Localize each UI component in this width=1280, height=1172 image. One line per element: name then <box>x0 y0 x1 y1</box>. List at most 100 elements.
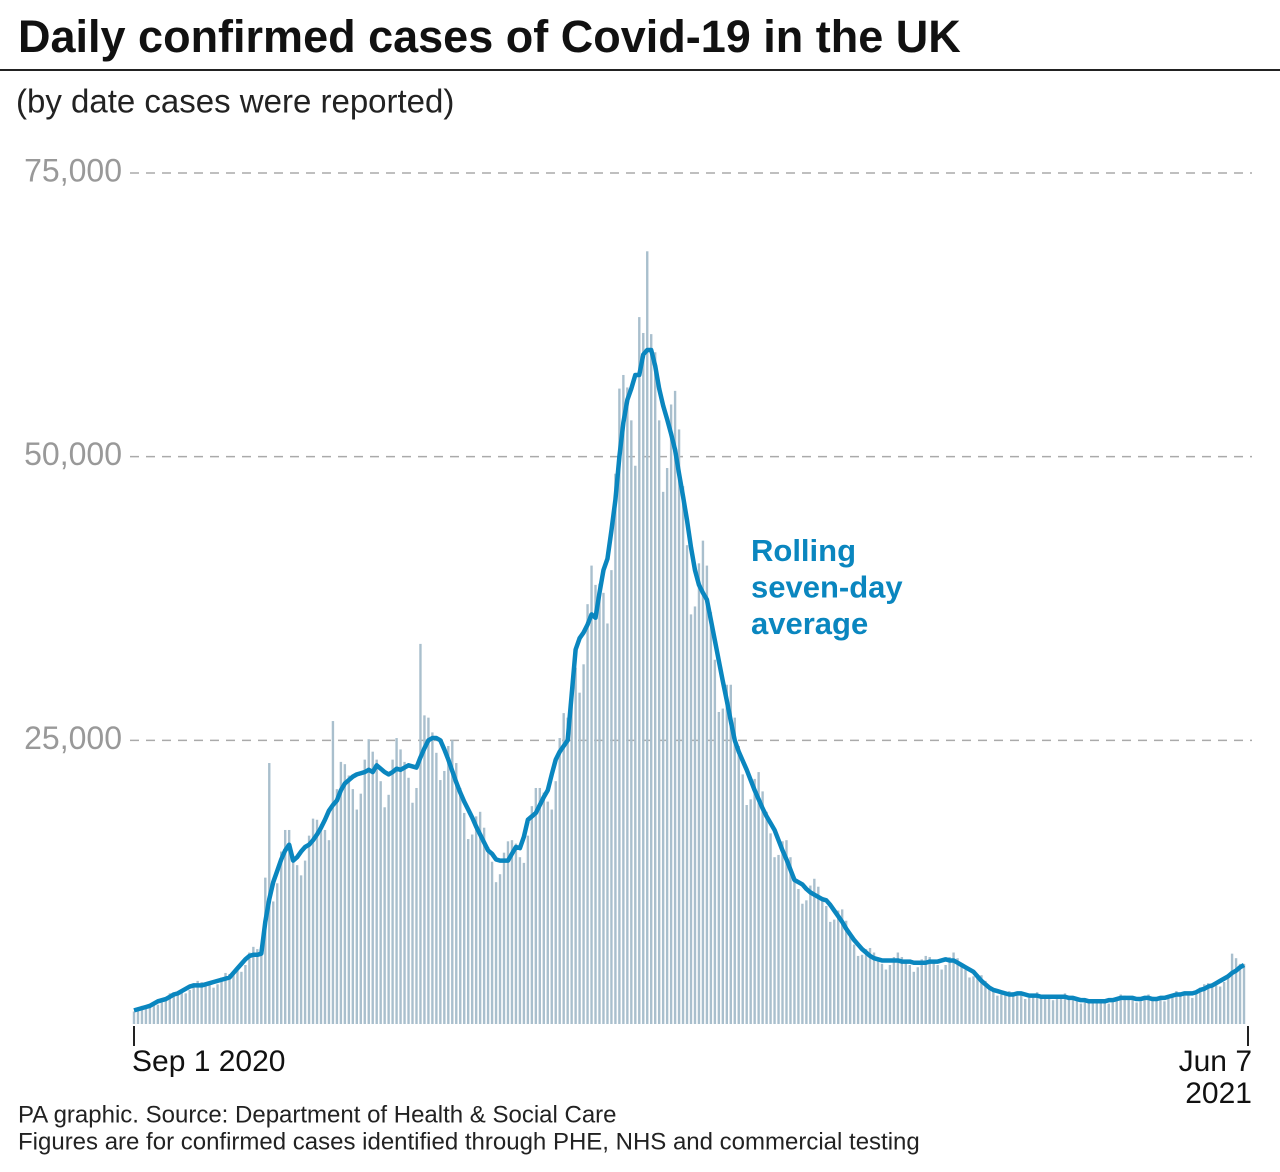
bar <box>1119 994 1122 1024</box>
bar <box>860 954 864 1024</box>
bar <box>614 473 617 1025</box>
bar <box>204 983 207 1024</box>
bar <box>403 761 406 1024</box>
bar <box>574 667 577 1024</box>
bar <box>960 963 963 1024</box>
bar <box>578 692 581 1024</box>
bar <box>1214 985 1218 1024</box>
bar <box>1115 997 1118 1024</box>
bar <box>1242 963 1246 1024</box>
bar <box>984 980 987 1024</box>
bar <box>713 659 717 1024</box>
bar <box>451 740 454 1024</box>
bar <box>809 885 812 1024</box>
bar <box>653 352 657 1024</box>
bar <box>510 840 514 1024</box>
bar <box>693 606 697 1024</box>
y-tick-label: 25,000 <box>24 720 122 756</box>
bar <box>904 960 908 1024</box>
bar <box>256 949 259 1024</box>
bar <box>1234 958 1238 1024</box>
bar <box>546 801 549 1024</box>
y-tick-label: 50,000 <box>24 436 122 472</box>
bar <box>339 761 343 1024</box>
bar <box>872 952 876 1024</box>
bar <box>948 957 951 1024</box>
bar <box>439 780 442 1024</box>
bar <box>522 862 526 1024</box>
bar <box>821 896 824 1024</box>
bar <box>1000 994 1003 1024</box>
bar <box>315 819 319 1024</box>
bar <box>482 827 486 1024</box>
bar <box>244 964 247 1024</box>
bar <box>900 957 904 1024</box>
bar <box>435 752 438 1024</box>
bar <box>737 746 740 1024</box>
bar <box>1195 994 1198 1024</box>
bar <box>295 865 299 1024</box>
chart-title: Daily confirmed cases of Covid-19 in the… <box>18 11 961 62</box>
bar <box>837 910 840 1024</box>
bar <box>260 952 263 1024</box>
bar <box>844 920 848 1024</box>
bar <box>478 811 482 1024</box>
bar <box>1075 1000 1079 1024</box>
bar <box>375 759 378 1024</box>
bar <box>200 982 203 1024</box>
bar <box>769 833 772 1024</box>
bar <box>1039 994 1043 1024</box>
bar <box>236 970 239 1024</box>
bar <box>805 900 808 1024</box>
bar <box>1016 992 1019 1024</box>
annotation: Rolling <box>751 533 856 568</box>
bar <box>474 816 478 1024</box>
bar <box>351 789 355 1024</box>
bar <box>1159 999 1162 1024</box>
bar <box>968 977 971 1024</box>
bar <box>455 763 458 1024</box>
bar <box>880 963 884 1024</box>
bar <box>590 565 593 1024</box>
bar <box>817 886 820 1024</box>
bar <box>156 1004 160 1024</box>
bar <box>1027 997 1031 1024</box>
bar <box>331 721 335 1024</box>
bar <box>1071 997 1075 1024</box>
bar <box>1155 999 1158 1024</box>
bar <box>1083 1002 1087 1024</box>
bar <box>829 921 832 1024</box>
bar <box>387 794 390 1024</box>
bar <box>638 317 641 1024</box>
bar <box>920 959 923 1024</box>
bar <box>992 991 995 1024</box>
bar <box>868 947 872 1024</box>
bar <box>757 772 760 1024</box>
bar <box>1139 1001 1142 1024</box>
bar <box>240 971 243 1024</box>
bar <box>395 738 398 1024</box>
annotation: seven-day <box>751 570 903 605</box>
bar <box>721 708 725 1024</box>
bar <box>650 334 653 1024</box>
bar <box>514 843 518 1024</box>
source: PA graphic. Source: Department of Health… <box>18 1101 617 1128</box>
bar <box>538 787 542 1024</box>
bar <box>705 565 709 1024</box>
chart-subtitle: (by date cases were reported) <box>16 83 454 120</box>
bar <box>892 957 896 1024</box>
bar <box>669 404 673 1024</box>
bar <box>252 946 255 1024</box>
bar <box>785 840 788 1024</box>
bar <box>283 829 287 1024</box>
bar <box>657 420 661 1025</box>
bar <box>709 612 713 1024</box>
bar <box>220 977 223 1024</box>
bar <box>411 802 414 1024</box>
bar <box>884 969 888 1024</box>
bar <box>1167 999 1170 1024</box>
bar <box>932 960 935 1024</box>
bar <box>1004 992 1007 1024</box>
